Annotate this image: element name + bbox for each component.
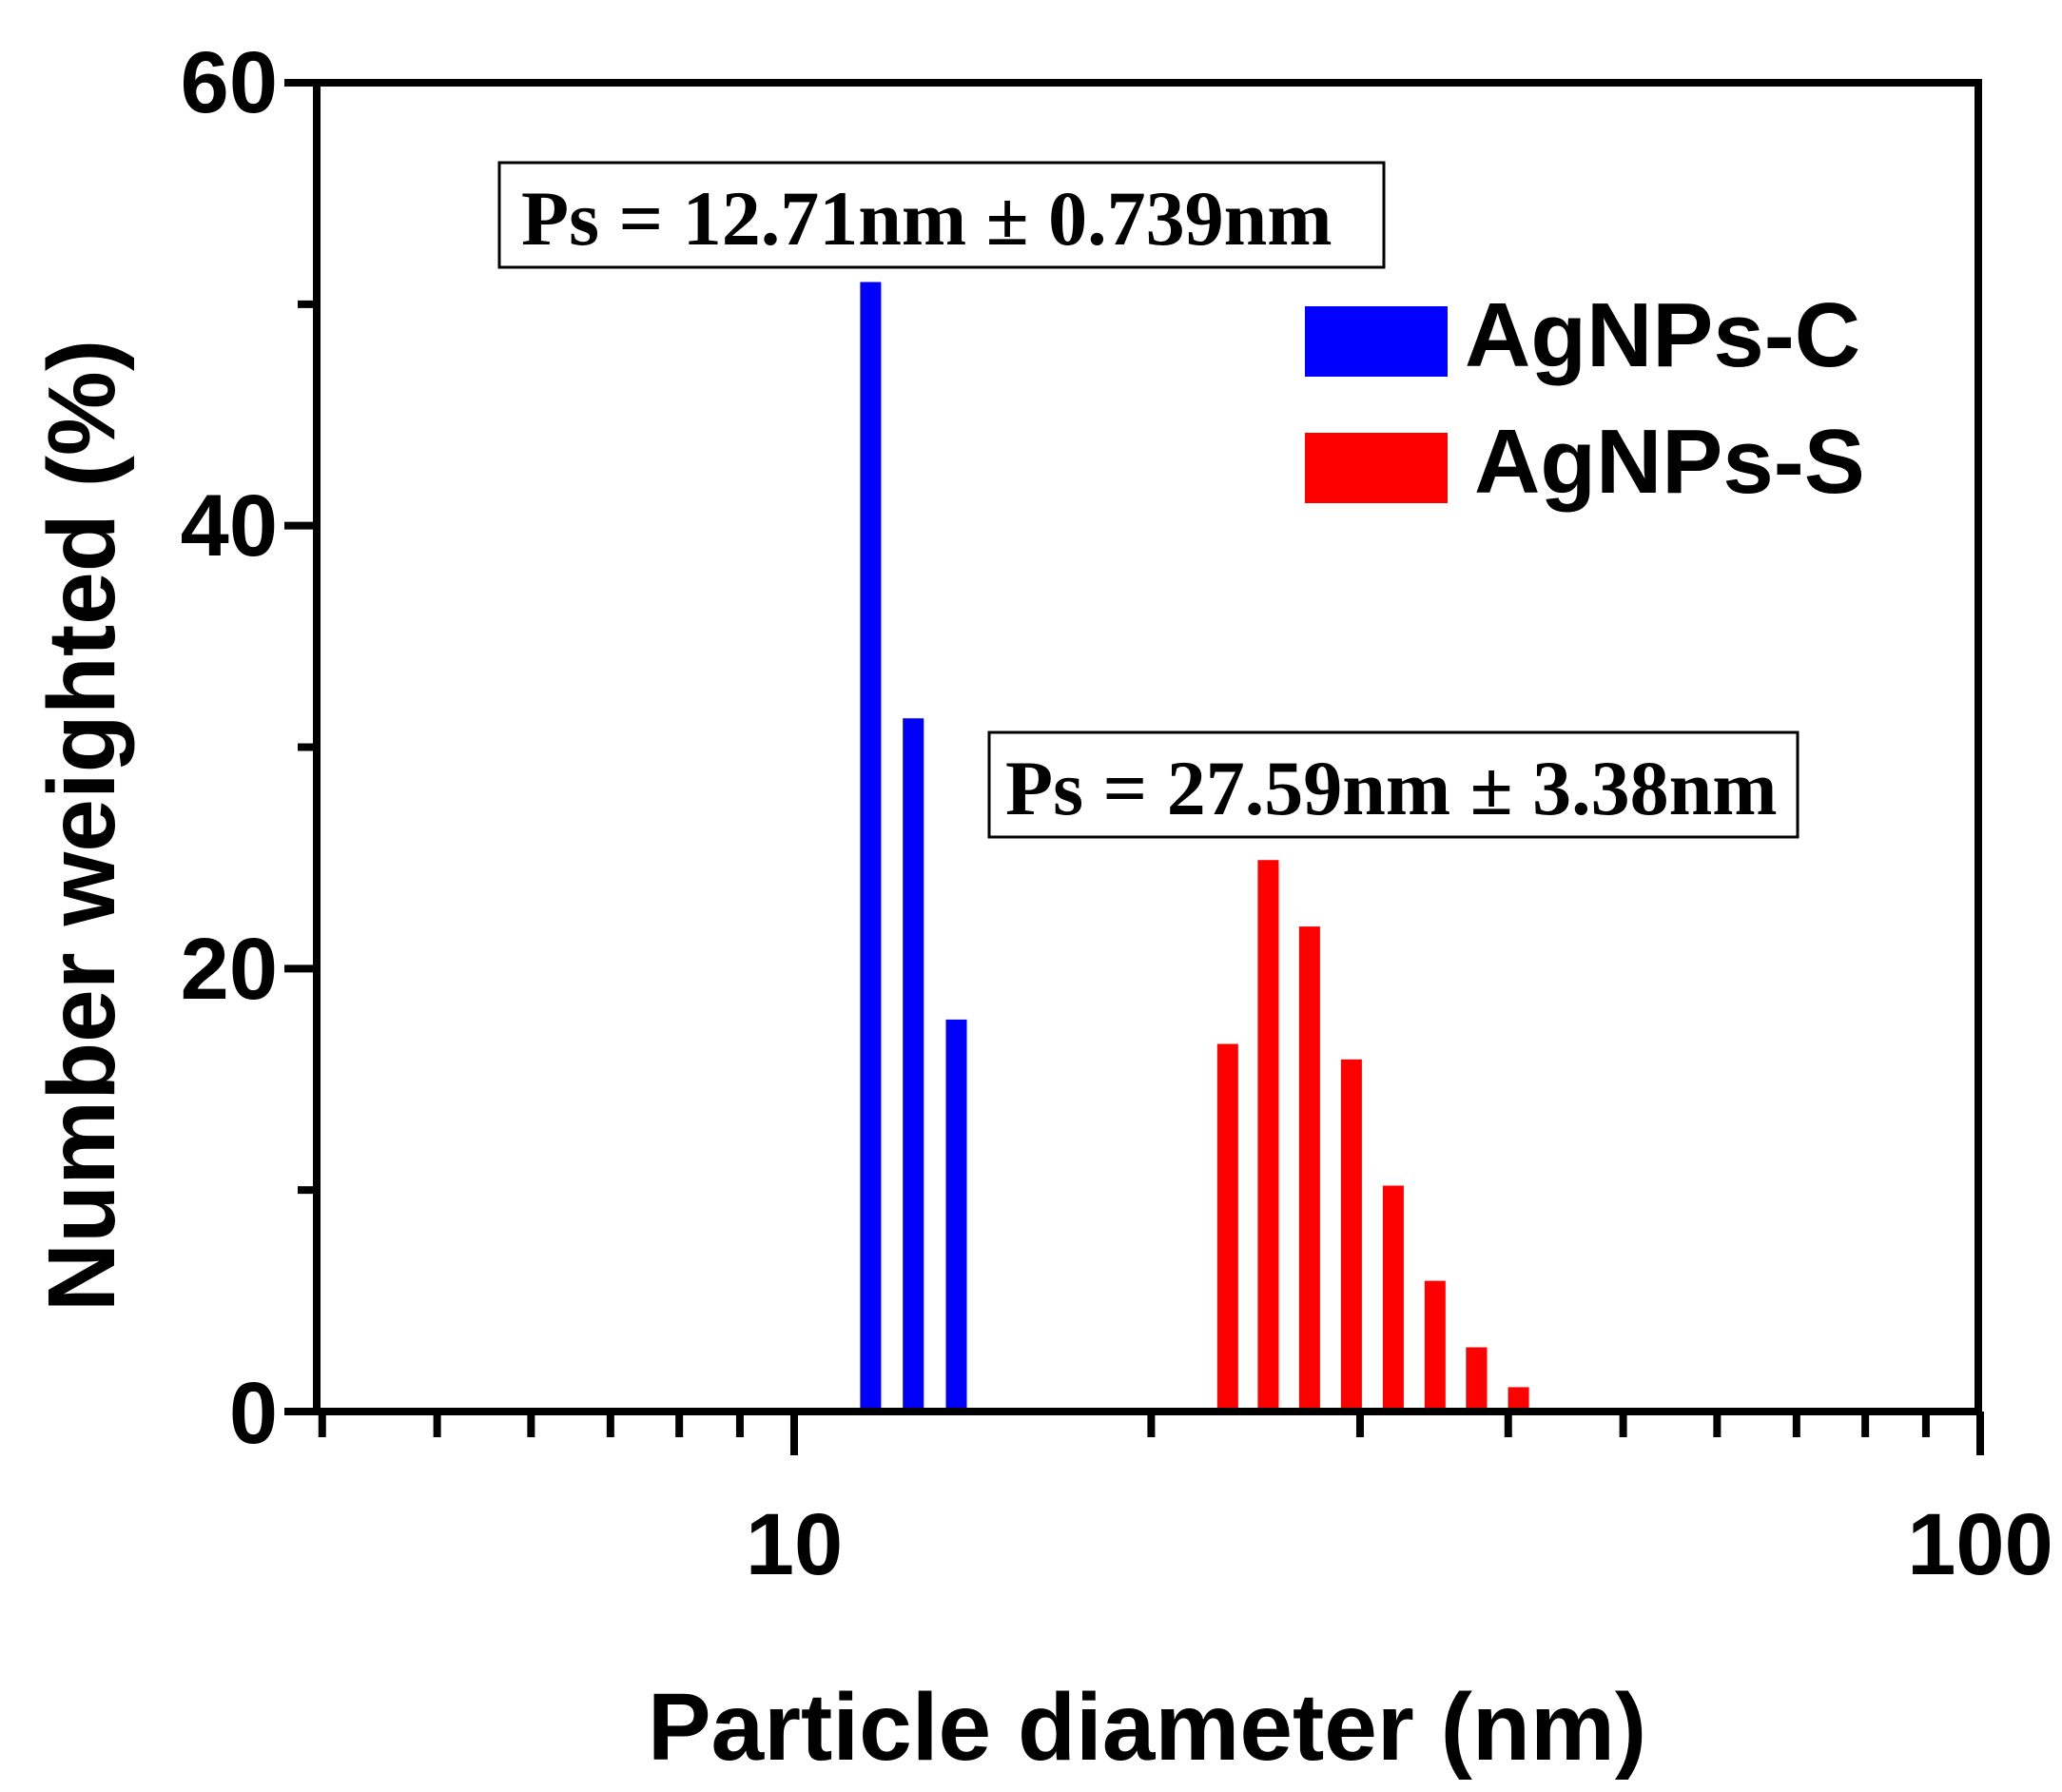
y-tick-labels: 0 20 40 60 [181, 34, 278, 1462]
x-tick-label-10: 10 [746, 1496, 843, 1593]
y-tick-label-60: 60 [181, 34, 278, 131]
bar-agnps-s-3 [1340, 1059, 1362, 1412]
x-axis-title: Particle diameter (nm) [648, 1674, 1646, 1781]
annotation-c-box [497, 161, 1386, 269]
bars-layer [860, 282, 1529, 1412]
bar-agnps-s-1 [1257, 860, 1279, 1412]
annotation-s: Ps = 27.59nm ± 3.38nm [987, 730, 1799, 839]
annotation-s-text: Ps = 27.59nm ± 3.38nm [1005, 745, 1778, 831]
bar-agnps-s-4 [1382, 1185, 1404, 1412]
ticks-layer [284, 79, 1984, 1455]
bar-agnps-s-0 [1216, 1043, 1238, 1412]
legend: AgNPs-C AgNPs-S [1305, 284, 1865, 513]
y-axis-title: Number weighted (%) [29, 340, 135, 1312]
x-tick-labels: 10 100 [746, 1496, 2053, 1593]
legend-label-agnps-c: AgNPs-C [1465, 284, 1860, 386]
legend-swatch-agnps-s [1305, 433, 1448, 503]
bar-agnps-c-2 [945, 1019, 967, 1412]
y-tick-label-0: 0 [229, 1365, 278, 1462]
bar-agnps-s-6 [1466, 1347, 1488, 1412]
legend-label-agnps-s: AgNPs-S [1474, 411, 1865, 513]
y-tick-label-40: 40 [181, 477, 278, 575]
annotation-s-box [987, 730, 1799, 839]
bar-agnps-s-2 [1298, 926, 1320, 1412]
annotation-c-text: Ps = 12.71nm ± 0.739nm [521, 175, 1333, 262]
bar-agnps-s-7 [1508, 1387, 1529, 1412]
bar-agnps-s-5 [1424, 1280, 1446, 1412]
bar-agnps-c-0 [860, 282, 882, 1412]
annotation-c: Ps = 12.71nm ± 0.739nm [497, 161, 1386, 269]
bar-agnps-c-1 [903, 718, 924, 1412]
y-tick-label-20: 20 [181, 921, 278, 1018]
legend-swatch-agnps-c [1305, 306, 1448, 377]
x-tick-label-100: 100 [1907, 1496, 2053, 1593]
